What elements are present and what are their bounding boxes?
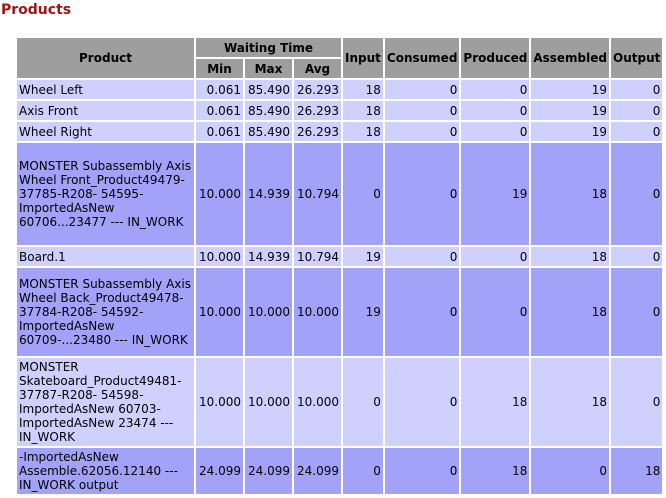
max-cell: 10.000 <box>245 358 292 446</box>
input-cell: 18 <box>343 80 383 99</box>
header-assembled: Assembled <box>531 38 609 78</box>
produced-cell: 0 <box>461 80 530 99</box>
avg-cell: 26.293 <box>294 80 341 99</box>
produced-cell: 19 <box>461 143 530 245</box>
input-cell: 0 <box>343 143 383 245</box>
min-cell: 0.061 <box>196 101 243 120</box>
header-row: Product Waiting Time Input Consumed Prod… <box>17 38 663 78</box>
page-title: Products <box>1 2 72 18</box>
avg-cell: 10.000 <box>294 268 341 356</box>
consumed-cell: 0 <box>384 80 460 99</box>
input-cell: 19 <box>343 268 383 356</box>
header-min: Min <box>196 59 243 78</box>
header-output: Output <box>611 38 663 78</box>
assembled-cell: 19 <box>531 122 609 141</box>
table-row: Wheel Left 0.061 85.490 26.293 18 0 0 19… <box>17 80 663 99</box>
input-cell: 18 <box>343 101 383 120</box>
avg-cell: 26.293 <box>294 101 341 120</box>
table-row: MONSTER Subassembly Axis Wheel Front_Pro… <box>17 143 663 245</box>
assembled-cell: 0 <box>531 448 609 494</box>
assembled-cell: 18 <box>531 358 609 446</box>
output-cell: 0 <box>611 358 663 446</box>
max-cell: 10.000 <box>245 268 292 356</box>
table-row: Board.1 10.000 14.939 10.794 19 0 0 18 0 <box>17 247 663 266</box>
output-cell: 0 <box>611 247 663 266</box>
table-row: Wheel Right 0.061 85.490 26.293 18 0 0 1… <box>17 122 663 141</box>
min-cell: 0.061 <box>196 80 243 99</box>
output-cell: 0 <box>611 122 663 141</box>
output-cell: 0 <box>611 143 663 245</box>
consumed-cell: 0 <box>384 268 460 356</box>
max-cell: 85.490 <box>245 80 292 99</box>
output-cell: 0 <box>611 101 663 120</box>
min-cell: 0.061 <box>196 122 243 141</box>
produced-cell: 0 <box>461 101 530 120</box>
consumed-cell: 0 <box>384 143 460 245</box>
min-cell: 10.000 <box>196 143 243 245</box>
min-cell: 10.000 <box>196 268 243 356</box>
avg-cell: 10.794 <box>294 143 341 245</box>
max-cell: 14.939 <box>245 247 292 266</box>
header-input: Input <box>343 38 383 78</box>
consumed-cell: 0 <box>384 448 460 494</box>
products-table: Product Waiting Time Input Consumed Prod… <box>15 36 665 496</box>
consumed-cell: 0 <box>384 358 460 446</box>
table-row: -ImportedAsNew Assemble.62056.12140 --- … <box>17 448 663 494</box>
product-name-cell: Board.1 <box>17 247 194 266</box>
header-produced: Produced <box>461 38 530 78</box>
output-cell: 0 <box>611 268 663 356</box>
header-consumed: Consumed <box>384 38 460 78</box>
output-cell: 18 <box>611 448 663 494</box>
avg-cell: 10.000 <box>294 358 341 446</box>
consumed-cell: 0 <box>384 122 460 141</box>
max-cell: 14.939 <box>245 143 292 245</box>
max-cell: 85.490 <box>245 122 292 141</box>
product-name-cell: -ImportedAsNew Assemble.62056.12140 --- … <box>17 448 194 494</box>
input-cell: 0 <box>343 448 383 494</box>
consumed-cell: 0 <box>384 101 460 120</box>
max-cell: 85.490 <box>245 101 292 120</box>
subheader-row: Min Max Avg <box>17 59 662 78</box>
table-row: MONSTER Skateboard_Product49481-37787-R2… <box>17 358 663 446</box>
avg-cell: 10.794 <box>294 247 341 266</box>
input-cell: 0 <box>343 358 383 446</box>
produced-cell: 0 <box>461 268 530 356</box>
assembled-cell: 19 <box>531 101 609 120</box>
max-cell: 24.099 <box>245 448 292 494</box>
table-row: MONSTER Subassembly Axis Wheel Back_Prod… <box>17 268 663 356</box>
input-cell: 19 <box>343 247 383 266</box>
produced-cell: 0 <box>461 122 530 141</box>
produced-cell: 18 <box>461 358 530 446</box>
product-name-cell: Wheel Right <box>17 122 194 141</box>
avg-cell: 26.293 <box>294 122 341 141</box>
output-cell: 0 <box>611 80 663 99</box>
min-cell: 10.000 <box>196 358 243 446</box>
product-name-cell: MONSTER Skateboard_Product49481-37787-R2… <box>17 358 194 446</box>
min-cell: 24.099 <box>196 448 243 494</box>
avg-cell: 24.099 <box>294 448 341 494</box>
min-cell: 10.000 <box>196 247 243 266</box>
produced-cell: 0 <box>461 247 530 266</box>
header-product: Product <box>17 38 194 78</box>
input-cell: 18 <box>343 122 383 141</box>
assembled-cell: 19 <box>531 80 609 99</box>
consumed-cell: 0 <box>384 247 460 266</box>
product-name-cell: Wheel Left <box>17 80 194 99</box>
assembled-cell: 18 <box>531 247 609 266</box>
product-name-cell: MONSTER Subassembly Axis Wheel Front_Pro… <box>17 143 194 245</box>
assembled-cell: 18 <box>531 143 609 245</box>
product-name-cell: MONSTER Subassembly Axis Wheel Back_Prod… <box>17 268 194 356</box>
assembled-cell: 18 <box>531 268 609 356</box>
header-waiting-time: Waiting Time <box>196 38 341 57</box>
header-max: Max <box>245 59 292 78</box>
header-avg: Avg <box>294 59 341 78</box>
product-name-cell: Axis Front <box>17 101 194 120</box>
table-row: Axis Front 0.061 85.490 26.293 18 0 0 19… <box>17 101 663 120</box>
produced-cell: 18 <box>461 448 530 494</box>
